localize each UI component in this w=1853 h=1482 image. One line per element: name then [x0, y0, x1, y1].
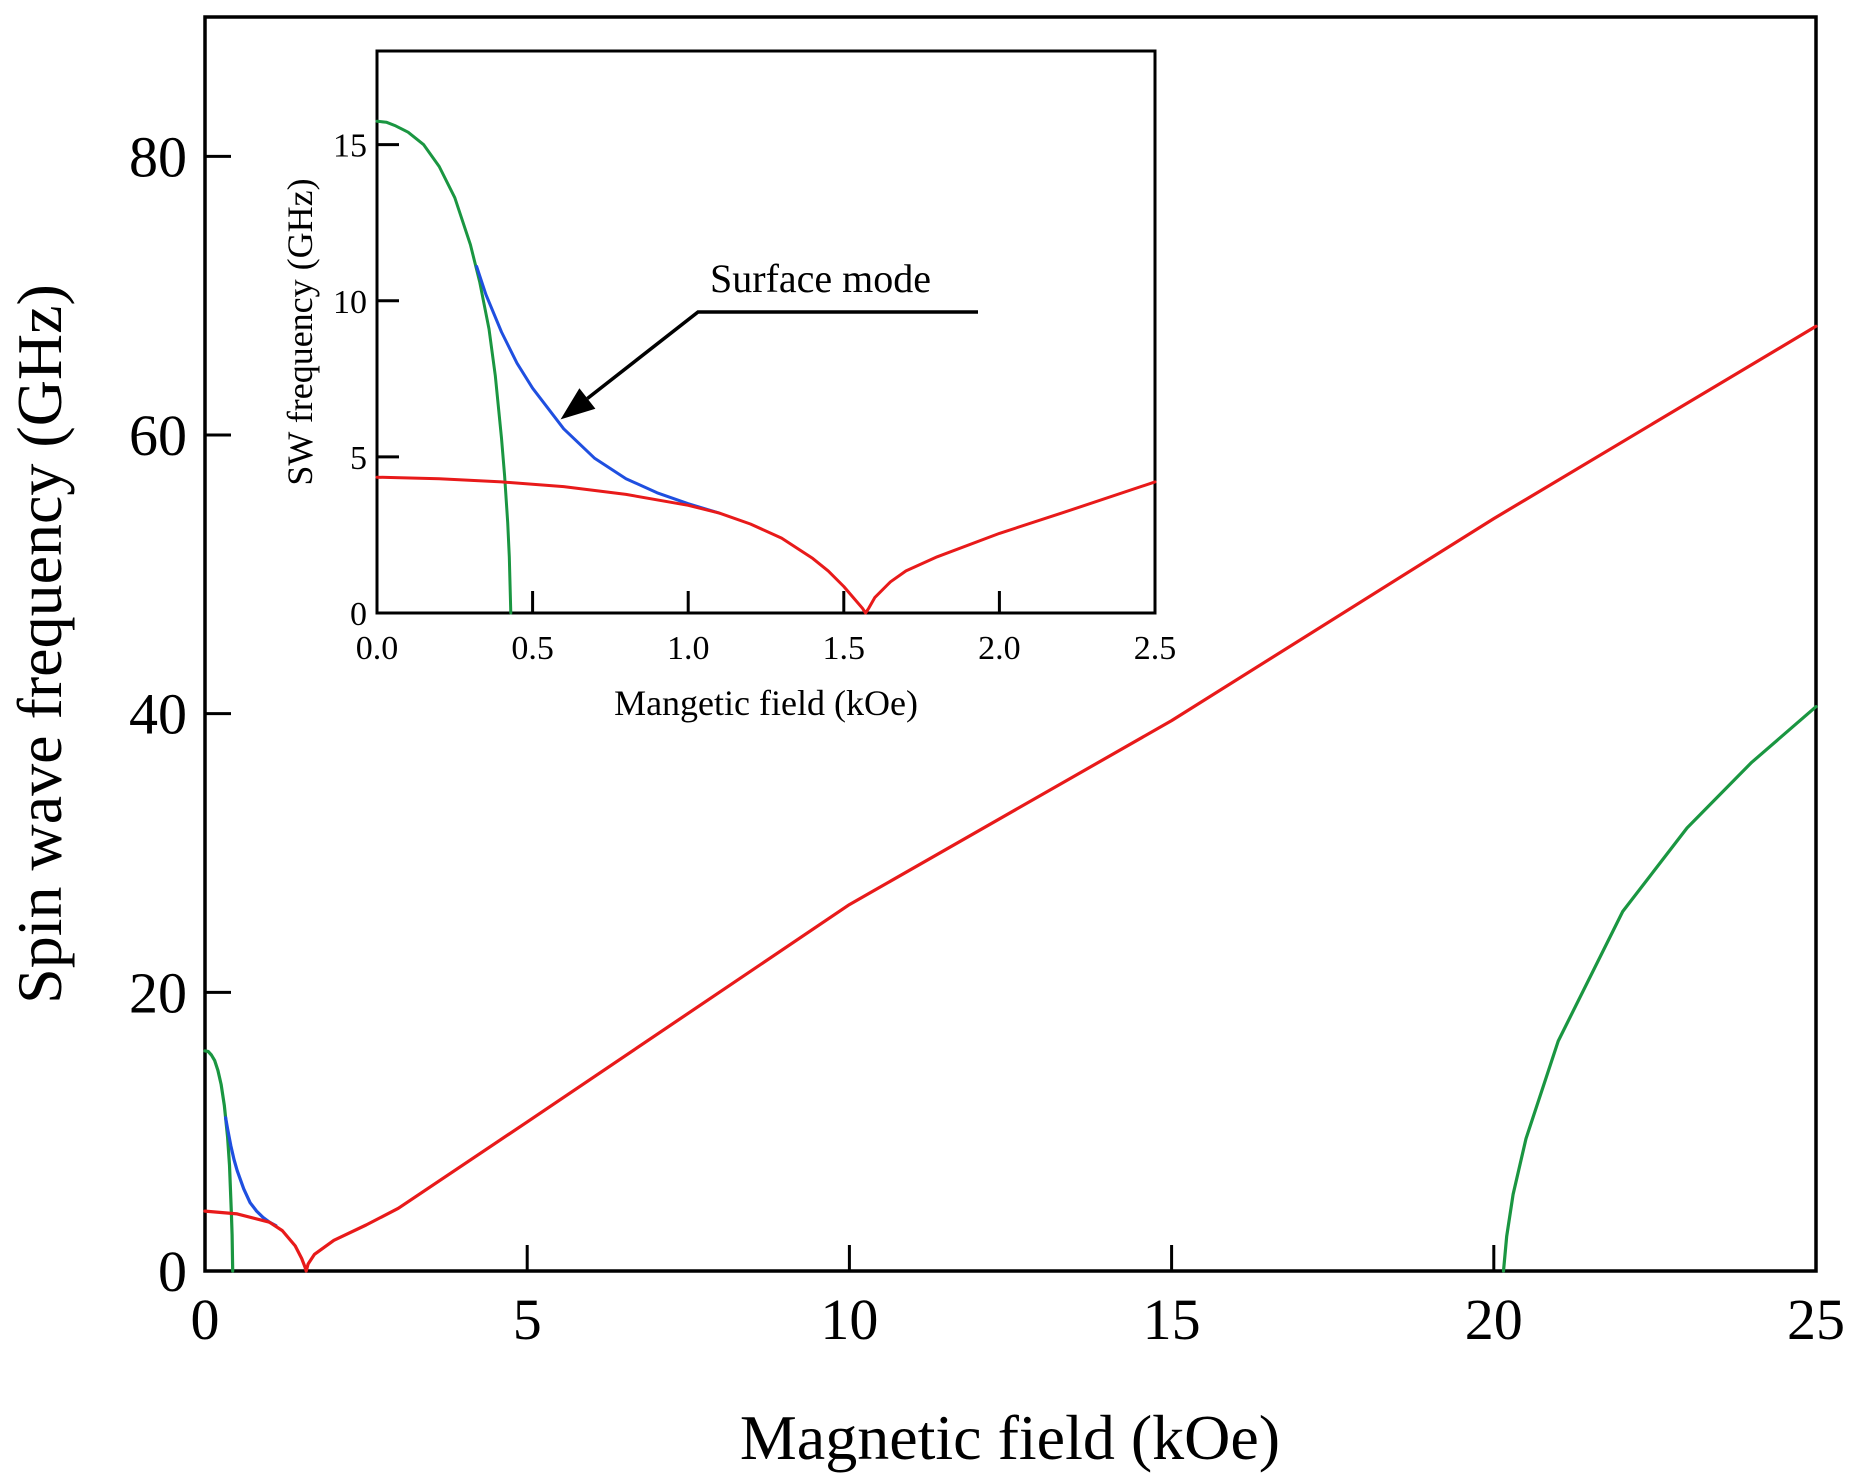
- main-y-tick-label: 60: [129, 403, 187, 468]
- inset-ticks-group: 0.0 0.5 1.0 1.5 2.0 2.5 0 5 10 15: [333, 128, 1176, 667]
- inset-series-red: [375, 475, 1157, 615]
- main-series-green-high: [1501, 705, 1818, 1273]
- inset-x-axis-label: Mangetic field (kOe): [614, 683, 918, 723]
- main-y-tick-label: 0: [158, 1239, 187, 1304]
- surface-mode-leader-line: [586, 310, 978, 400]
- main-y-tick-label: 20: [129, 960, 187, 1025]
- main-y-tick-label: 40: [129, 682, 187, 747]
- main-series-group: [203, 324, 1818, 1273]
- inset-x-tick-label: 1.0: [667, 630, 710, 667]
- inset-x-tick-label: 2.5: [1134, 630, 1177, 667]
- main-y-tick-label: 80: [129, 124, 187, 189]
- main-x-tick-label: 5: [513, 1287, 542, 1352]
- inset-x-tick-label: 1.5: [823, 630, 866, 667]
- inset-x-tick-label: 0.5: [511, 630, 554, 667]
- inset-y-tick-label: 0: [350, 596, 367, 633]
- inset-series-blue-surface: [475, 264, 721, 515]
- main-x-tick-label: 25: [1787, 1287, 1845, 1352]
- main-series-blue-surface: [224, 1116, 278, 1228]
- inset-y-tick-label: 10: [333, 284, 367, 321]
- main-chart: 0 5 10 15 20 25 0 20 40 60 80 Magnetic field (kOe)…: [4, 15, 1845, 1473]
- main-x-tick-label: 15: [1143, 1287, 1201, 1352]
- inset-plot-frame: [375, 49, 1157, 615]
- main-y-axis-label: Spin wave frequency (GHz): [4, 284, 75, 1004]
- main-series-red: [203, 324, 1818, 1273]
- inset-x-tick-label: 2.0: [978, 630, 1021, 667]
- main-x-tick-label: 10: [820, 1287, 878, 1352]
- main-x-axis-label: Magnetic field (kOe): [740, 1402, 1280, 1473]
- inset-x-tick-label: 0.0: [356, 630, 399, 667]
- surface-mode-arrowhead: [560, 388, 596, 420]
- inset-y-axis-label: SW frequency (GHz): [280, 178, 320, 485]
- inset-chart: 0.0 0.5 1.0 1.5 2.0 2.5 0 5 10 15 Mangetic field …: [280, 49, 1176, 723]
- main-plot-frame: [203, 15, 1818, 1273]
- surface-mode-label: Surface mode: [710, 256, 931, 301]
- inset-series-green-low: [375, 119, 513, 615]
- main-x-tick-label: 20: [1465, 1287, 1523, 1352]
- inset-y-tick-label: 15: [333, 128, 367, 165]
- main-ticks-group: 0 5 10 15 20 25 0 20 40 60 80: [129, 124, 1845, 1352]
- inset-series-group: [375, 119, 1157, 615]
- main-series-green-low: [203, 1049, 235, 1273]
- main-x-tick-label: 0: [191, 1287, 220, 1352]
- inset-y-tick-label: 5: [350, 440, 367, 477]
- surface-mode-annotation: Surface mode: [560, 256, 978, 420]
